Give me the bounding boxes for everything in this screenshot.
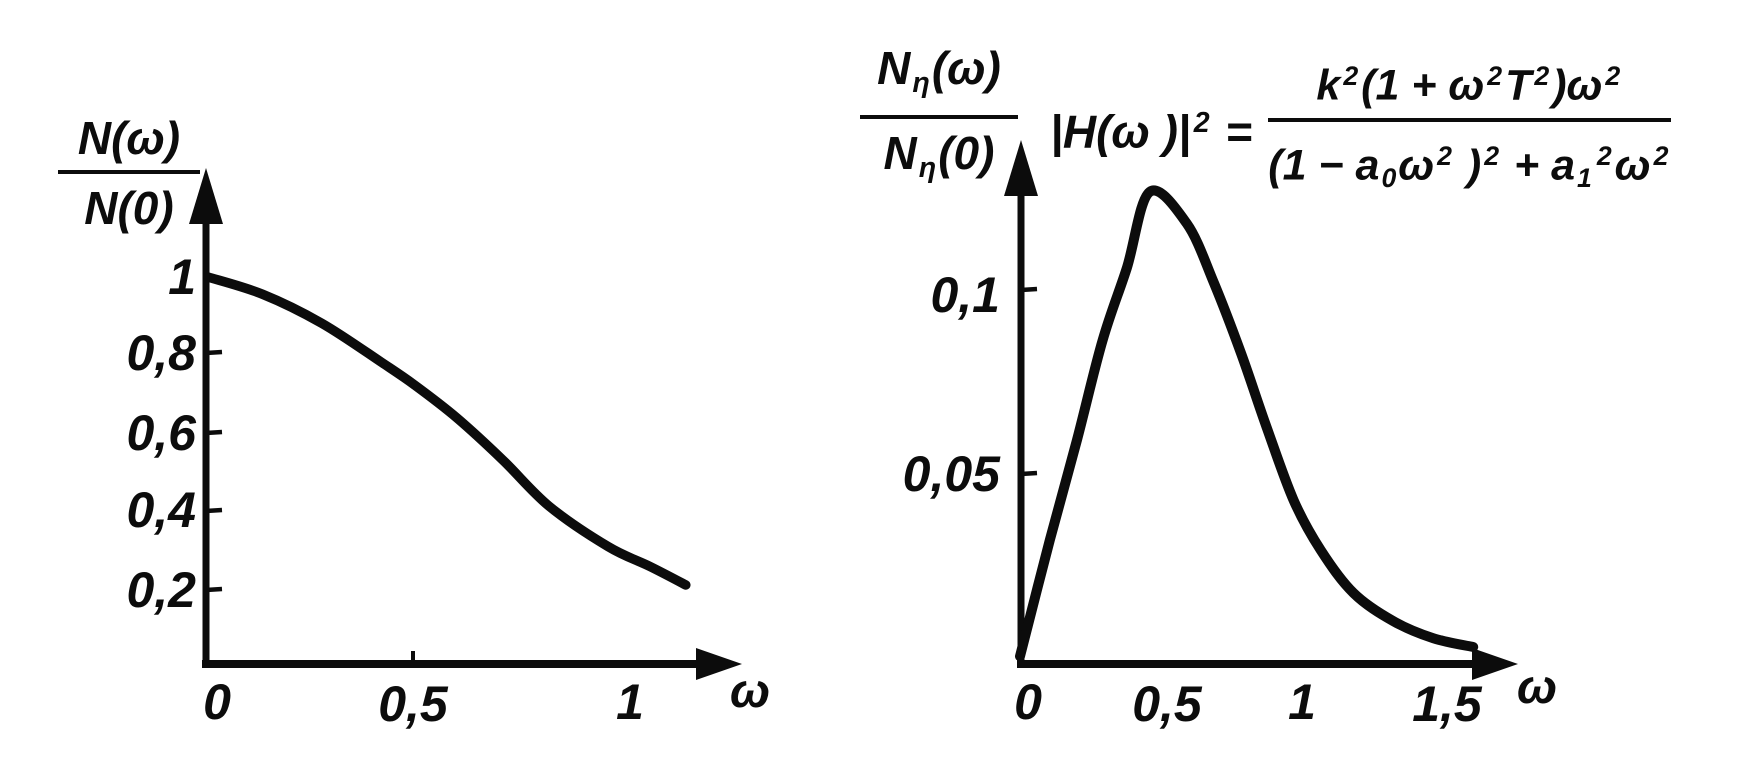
formula-numerator: k 2(1 + ω 2T 2)ω 2 <box>1268 50 1672 122</box>
left-y-tick-label-0.2: 0,2 <box>126 562 196 618</box>
left-x-tick-label-0: 0 <box>203 674 231 730</box>
left-y-tick-0.8 <box>205 349 223 356</box>
left-y-axis-label: N(ω) N(0) <box>58 112 200 234</box>
token-txt: + a <box>1502 141 1576 190</box>
formula-lhs: |H(ω )| 2 = <box>1050 96 1252 159</box>
token-txt: )ω <box>1552 61 1603 110</box>
token-sup: 2 <box>1605 61 1621 91</box>
right-x-tick-label-0.5: 0,5 <box>1132 676 1202 732</box>
left-x-tick-label-0.5: 0,5 <box>378 676 448 732</box>
formula-denominator: (1 − a0ω 2 ) 2 + a12ω 2 <box>1268 122 1671 204</box>
right-y-axis-label: Nη(ω) Nη(0) <box>860 42 1018 194</box>
left-x-tick-label-1: 1 <box>616 674 644 730</box>
left-y-axis-arrowhead-icon <box>189 168 223 224</box>
left-y-axis-label-numerator: N(ω) <box>58 112 200 174</box>
formula-fraction: k 2(1 + ω 2T 2)ω 2 (1 − a0ω 2 ) 2 + a12ω 2 <box>1268 50 1672 204</box>
left-y-tick-label-0.4: 0,4 <box>126 482 196 538</box>
token-sub: 0 <box>1381 162 1397 193</box>
right-curve <box>1015 185 1479 662</box>
right-x-axis-omega-label: ω <box>1516 661 1558 714</box>
token-txt: ω <box>1614 141 1651 190</box>
right-x-tick-label-1.5: 1,5 <box>1412 676 1482 732</box>
token-sup: 2 <box>1484 140 1500 171</box>
token-txt: (ω) <box>931 42 1001 94</box>
token-sub: 1 <box>1577 162 1592 193</box>
token-sup: 2 <box>1487 61 1503 91</box>
right-y-tick-0.05 <box>1020 470 1038 477</box>
token-txt: N <box>877 42 911 94</box>
token-txt: (0) <box>938 126 995 179</box>
left-y-axis-label-denominator: N(0) <box>58 174 200 234</box>
token-sup: 2 <box>1653 140 1669 171</box>
left-curve <box>203 272 691 590</box>
token-txt: (1 − a <box>1268 141 1380 190</box>
right-y-tick-label-0.1: 0,1 <box>930 267 1000 323</box>
token-txt: N(0) <box>84 182 174 234</box>
transfer-function-formula: |H(ω )| 2 = k 2(1 + ω 2T 2)ω 2 (1 − a0ω 2 ) 2 +… <box>1050 50 1672 204</box>
token-txt: |H(ω )| <box>1050 105 1191 158</box>
left-y-tick-0.2 <box>205 586 223 593</box>
right-y-axis-label-denominator: Nη(0) <box>860 119 1018 194</box>
right-y-tick-0.1 <box>1020 286 1038 293</box>
left-x-axis-omega-label: ω <box>729 665 771 718</box>
right-y-axis-label-numerator: Nη(ω) <box>860 42 1018 119</box>
token-sub: η <box>918 151 937 184</box>
right-y-tick-label-0.05: 0,05 <box>902 446 1000 502</box>
left-y-tick-label-1: 1 <box>168 249 196 305</box>
token-txt: ω <box>1398 141 1435 190</box>
token-txt: N(ω) <box>77 112 181 164</box>
token-sup: 2 <box>1596 140 1612 171</box>
token-sup: 2 <box>1343 61 1359 91</box>
right-x-axis-arrowhead-icon <box>1472 648 1518 680</box>
left-y-tick-0.6 <box>205 429 223 436</box>
token-sup: 2 <box>1193 106 1210 139</box>
token-sup: 2 <box>1437 140 1452 171</box>
right-x-tick-label-0: 0 <box>1014 674 1042 730</box>
right-y-axis-arrowhead-icon <box>1004 140 1038 196</box>
token-txt: = <box>1212 105 1253 158</box>
token-txt: T <box>1505 61 1532 110</box>
token-txt: (1 + ω <box>1361 61 1485 110</box>
token-sup: 2 <box>1534 61 1550 91</box>
left-x-axis-arrowhead-icon <box>696 648 742 680</box>
token-sub: η <box>912 66 930 99</box>
token-txt: N <box>883 126 917 179</box>
token-txt: k <box>1316 61 1341 110</box>
token-txt: ) <box>1454 141 1482 190</box>
left-y-tick-label-0.8: 0,8 <box>126 325 196 381</box>
left-y-tick-label-0.6: 0,6 <box>126 405 196 461</box>
left-y-tick-0.4 <box>205 507 223 514</box>
right-x-tick-label-1: 1 <box>1288 674 1316 730</box>
